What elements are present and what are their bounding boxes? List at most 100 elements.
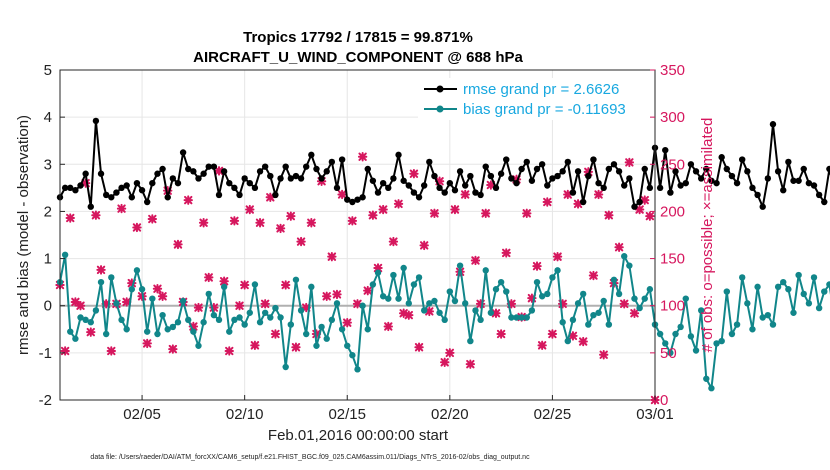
rmse-point: [805, 179, 813, 187]
rmse-point: [338, 156, 346, 163]
rmse-series: [56, 117, 830, 210]
y-axis-label: rmse and bias (model - observation): [15, 115, 32, 355]
rmse-point: [738, 156, 746, 163]
rmse-point: [810, 182, 818, 189]
assimilated-point: [445, 348, 455, 358]
assimilated-point: [204, 272, 214, 283]
rmse-point: [815, 191, 823, 199]
assimilated-point: [532, 261, 542, 271]
rmse-point: [379, 179, 387, 187]
y-tick-label: 3: [44, 156, 52, 173]
rmse-point: [87, 203, 94, 210]
x-tick-label: 02/25: [534, 406, 572, 423]
rmse-point: [328, 158, 336, 166]
assimilated-point: [373, 263, 383, 273]
bias-point: [226, 328, 233, 335]
rmse-point: [672, 168, 679, 175]
assimilated-point: [419, 240, 429, 251]
assimilated-point: [337, 189, 347, 200]
bias-point: [149, 295, 156, 302]
bias-point: [610, 276, 618, 283]
rmse-point: [426, 158, 433, 166]
bias-point: [533, 278, 541, 286]
rmse-point: [354, 196, 361, 203]
rmse-point: [821, 198, 828, 206]
rmse-point: [138, 187, 146, 194]
bias-point: [708, 385, 715, 392]
assimilated-point: [583, 167, 594, 177]
bias-point: [780, 278, 787, 286]
assimilated-point: [491, 308, 501, 318]
bias-point: [467, 337, 474, 345]
rmse-point: [631, 203, 638, 210]
assimilated-point: [127, 278, 137, 288]
rmse-point: [764, 175, 772, 182]
rmse-point: [61, 184, 69, 192]
legend-rmse-label: rmse grand pr = 2.6626: [463, 81, 619, 98]
bias-point: [462, 300, 469, 307]
bias-point: [631, 295, 638, 302]
assimilated-point: [96, 265, 106, 275]
assimilated-point: [573, 199, 583, 209]
assimilated-point: [188, 321, 199, 332]
bias-point: [544, 290, 551, 298]
bias-point: [815, 304, 823, 312]
bias-point: [662, 340, 669, 347]
rmse-point: [318, 175, 325, 182]
assimilated-point: [260, 299, 270, 309]
bias-point: [431, 297, 438, 305]
bias-point: [385, 295, 392, 302]
bias-point: [672, 330, 679, 338]
bias-point: [523, 314, 530, 321]
bias-point: [426, 300, 433, 307]
bias-point: [231, 316, 238, 324]
rmse-point: [564, 158, 572, 166]
assimilated-point: [60, 346, 70, 356]
bias-point: [395, 295, 402, 302]
rmse-point: [790, 177, 797, 184]
rmse-point: [662, 146, 669, 154]
assimilated-point: [629, 308, 640, 318]
bias-point: [477, 316, 484, 324]
rmse-point: [390, 175, 397, 182]
bias-point: [497, 278, 505, 286]
x-tick-label: 02/05: [123, 406, 161, 423]
bias-point: [682, 295, 689, 302]
rmse-point: [205, 163, 212, 170]
bias-point: [87, 319, 94, 326]
rmse-point: [697, 175, 705, 182]
rmse-point: [313, 165, 320, 173]
rmse-point: [677, 182, 684, 189]
assimilated-point: [414, 342, 424, 352]
bias-point: [713, 340, 720, 347]
rmse-point: [744, 168, 751, 175]
bias-point: [241, 321, 248, 328]
assimilated-point: [470, 255, 481, 266]
rmse-point: [297, 175, 305, 182]
axes-box: [59, 69, 656, 401]
bias-point: [379, 293, 387, 300]
bias-point: [61, 251, 69, 258]
bias-point: [528, 307, 536, 314]
assimilated-point: [219, 276, 229, 286]
bias-point: [277, 314, 284, 321]
bias-point: [354, 366, 361, 373]
bias-point: [805, 300, 813, 307]
rmse-point: [179, 149, 187, 156]
assimilated-point: [352, 299, 363, 309]
rmse-point: [718, 154, 725, 161]
assimilated-point: [239, 280, 250, 290]
rmse-point: [143, 198, 151, 206]
rmse-point: [385, 184, 392, 192]
rmse-point: [303, 163, 310, 170]
assimilated-point: [547, 329, 558, 339]
assimilated-point: [250, 340, 260, 351]
rmse-point: [72, 187, 79, 194]
rmse-point: [246, 179, 253, 187]
assimilated-point: [168, 344, 178, 354]
bias-point: [374, 269, 382, 276]
assimilated-point: [116, 203, 127, 214]
assimilated-point: [291, 342, 301, 352]
rmse-point: [236, 191, 243, 199]
bias-point: [195, 342, 202, 349]
